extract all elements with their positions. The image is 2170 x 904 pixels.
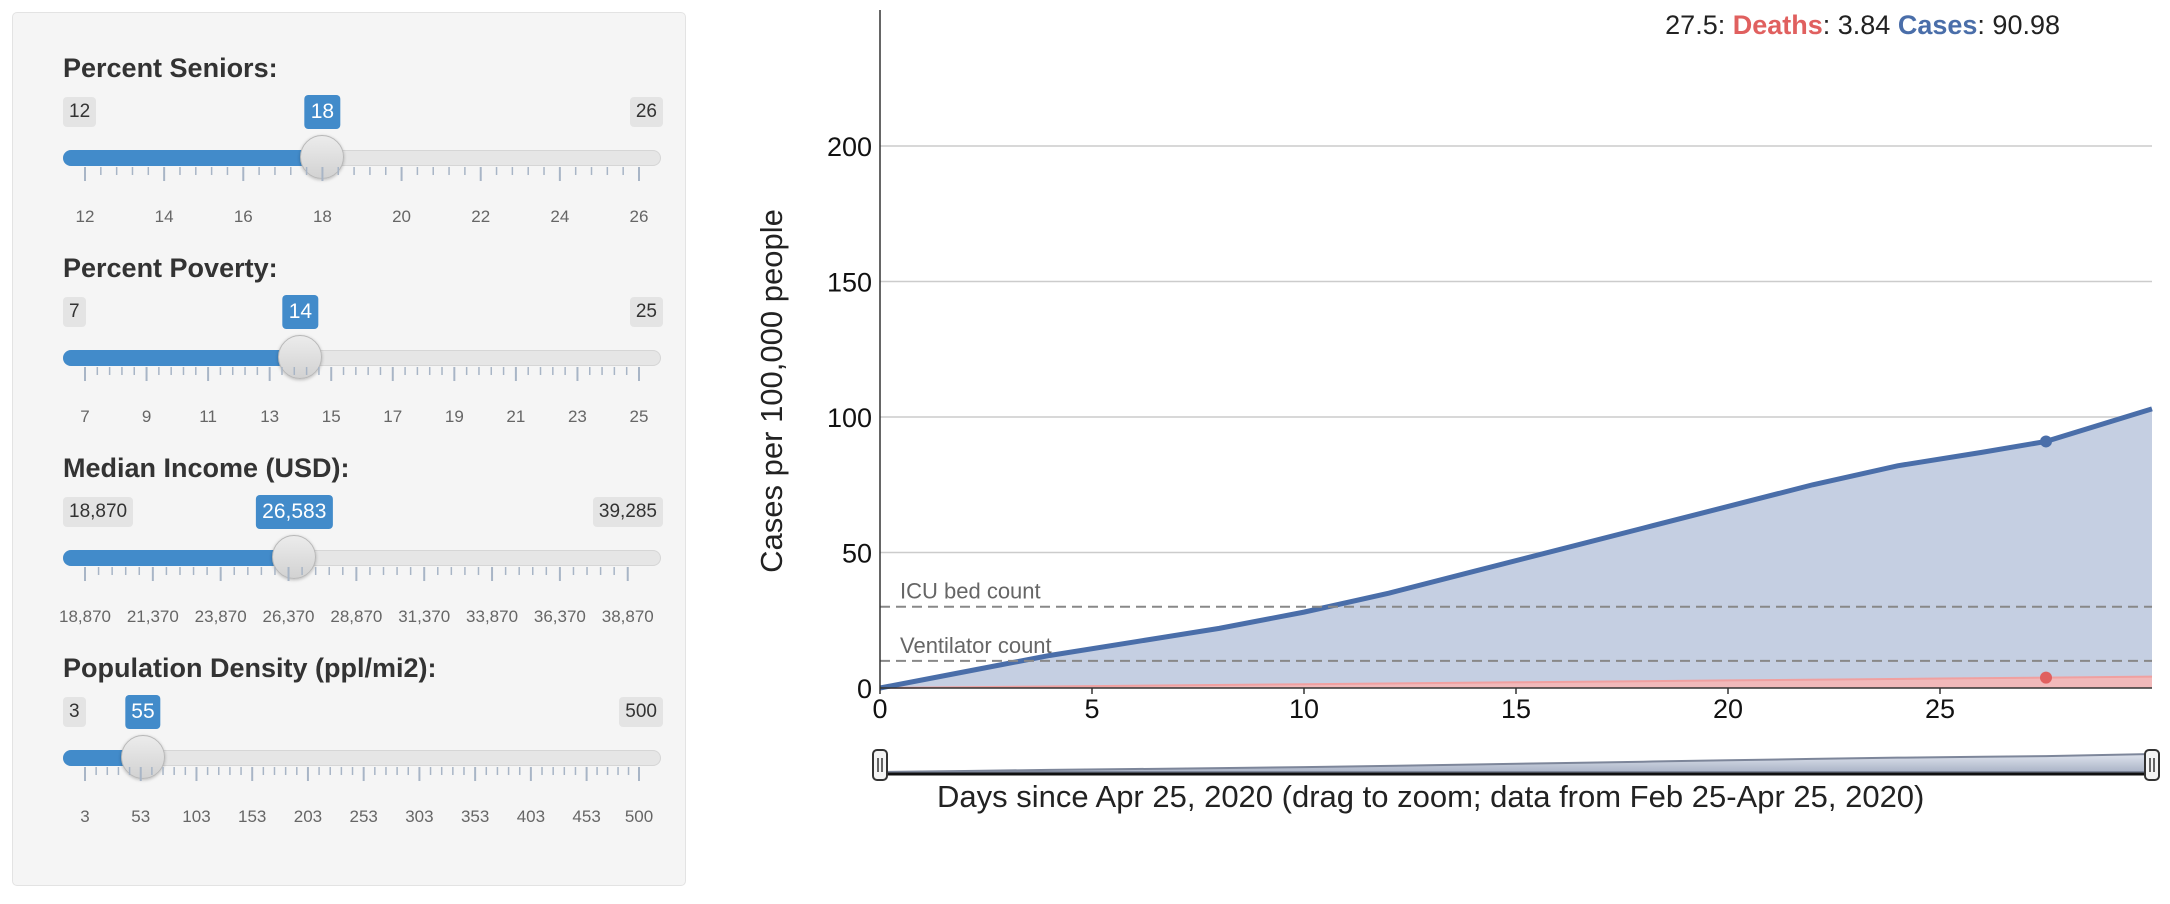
slider-tick-label: 15	[321, 407, 341, 426]
slider-label: Percent Poverty:	[63, 253, 278, 283]
slider-max: 39,285	[592, 497, 663, 527]
hover-readout: 27.5: Deaths: 3.84 Cases: 90.98	[1665, 10, 2060, 41]
slider-tick-label: 103	[182, 807, 211, 826]
slider-tick-label: 33,870	[466, 607, 519, 626]
slider-tick-label: 500	[624, 807, 654, 826]
readout-cases-value: : 90.98	[1977, 10, 2060, 40]
x-tick-label: 0	[872, 694, 887, 724]
slider-tick-label: 38,870	[601, 607, 654, 626]
y-tick-label: 50	[842, 539, 872, 569]
slider-tick-label: 13	[260, 407, 280, 426]
slider-label: Percent Seniors:	[63, 53, 278, 83]
slider-tick-label: 28,870	[330, 607, 383, 626]
slider-tick-label: 203	[293, 807, 323, 826]
slider-min: 12	[63, 97, 97, 127]
slider-tick-label: 23,870	[194, 607, 247, 626]
x-tick-label: 20	[1713, 694, 1743, 724]
readout-deaths-label: Deaths	[1732, 10, 1823, 40]
reference-line-label: Ventilator count	[900, 633, 1052, 658]
slider-tick-label: 21	[506, 407, 526, 426]
slider-tick-label: 25	[629, 407, 649, 426]
controls-panel: Percent Seniors: 12 26 18 12 14 16 18 20 22 24…	[12, 12, 686, 886]
slider-value: 14	[282, 295, 319, 329]
slider-fill	[63, 350, 301, 366]
slider-tick-label: 9	[141, 407, 152, 426]
x-tick-label: 5	[1084, 694, 1099, 724]
slider-tick-label: 303	[405, 807, 434, 826]
y-tick-label: 0	[857, 674, 872, 704]
slider-value: 18	[304, 95, 341, 129]
slider-tick-label: 20	[392, 207, 412, 226]
range-selector-handle[interactable]	[2144, 749, 2160, 781]
slider-min: 3	[63, 697, 86, 727]
x-tick-label: 15	[1501, 694, 1531, 724]
cases-hover-point	[2040, 435, 2052, 448]
readout-deaths-value: : 3.84	[1822, 10, 1891, 40]
slider-value: 26,583	[256, 495, 333, 529]
y-tick-label: 150	[827, 268, 872, 298]
slider-ticks	[84, 567, 629, 581]
y-tick-label: 100	[827, 403, 872, 433]
slider-tick-label: 36,370	[533, 607, 586, 626]
slider-tick-label: 353	[460, 807, 490, 826]
slider-ticks	[84, 167, 640, 181]
y-tick-label: 200	[827, 132, 872, 162]
reference-line-label: ICU bed count	[900, 579, 1041, 604]
slider-tick-label: 53	[131, 807, 151, 826]
slider-tick-label: 23	[567, 407, 587, 426]
deaths-line	[879, 675, 2153, 689]
slider-tick-label: 3	[80, 807, 90, 826]
readout-x: 27.5:	[1665, 10, 1726, 40]
slider-tick-label: 24	[550, 207, 570, 226]
slider-tick-label: 22	[471, 207, 491, 226]
slider-tick-label: 19	[444, 407, 464, 426]
slider-min: 18,870	[63, 497, 134, 527]
slider-tick-label: 31,370	[398, 607, 451, 626]
slider-tick-label: 14	[154, 207, 174, 226]
slider-value: 55	[125, 695, 161, 729]
slider-ticks	[84, 767, 640, 781]
x-tick-label: 10	[1289, 694, 1319, 724]
range-selector[interactable]	[872, 749, 2160, 781]
slider-tick-label: 153	[238, 807, 267, 826]
slider-fill	[63, 150, 323, 166]
slider-tick-label: 12	[75, 207, 95, 226]
cases-line	[879, 406, 2153, 691]
slider-label: Population Density (ppl/mi2):	[63, 653, 437, 683]
slider-tick-label: 18	[312, 207, 332, 226]
slider-tick-label: 453	[572, 807, 601, 826]
slider-handle[interactable]	[272, 535, 317, 579]
slider-label: Median Income (USD):	[63, 453, 350, 483]
slider-handle[interactable]	[278, 335, 323, 379]
slider-tick-label: 26	[629, 207, 649, 226]
slider-tick-label: 17	[383, 407, 403, 426]
readout-cases-label: Cases	[1897, 10, 1978, 40]
deaths-hover-point	[2040, 671, 2052, 684]
slider-min: 7	[63, 297, 86, 327]
cases-area	[880, 408, 2152, 688]
x-axis-title: Days since Apr 25, 2020 (drag to zoom; d…	[937, 779, 1924, 814]
slider-tick-label: 253	[349, 807, 378, 826]
slider-max: 500	[619, 697, 663, 727]
slider-tick-label: 7	[80, 407, 90, 426]
slider-ticks	[84, 367, 640, 381]
slider-tick-label: 11	[199, 407, 217, 426]
slider-tick-label: 16	[233, 207, 253, 226]
slider-tick-label: 26,370	[262, 607, 315, 626]
range-selector-overview	[879, 752, 2153, 773]
slider-handle[interactable]	[120, 735, 165, 779]
slider-tick-label: 21,370	[126, 607, 179, 626]
range-selector-handle[interactable]	[872, 749, 888, 781]
slider-fill	[63, 550, 295, 566]
slider-tick-label: 18,870	[59, 607, 111, 626]
slider-max: 26	[629, 97, 663, 127]
slider-tick-label: 403	[516, 807, 546, 826]
y-axis-title: Cases per 100,000 people	[754, 209, 789, 573]
x-tick-label: 25	[1925, 694, 1955, 724]
slider-max: 25	[629, 297, 663, 327]
